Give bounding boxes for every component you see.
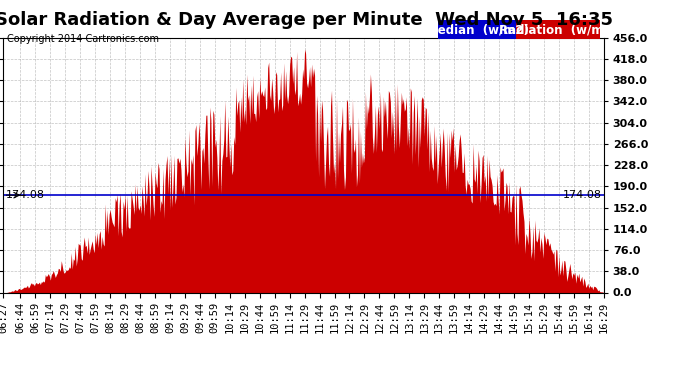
Bar <box>438 20 516 39</box>
Text: 174.08: 174.08 <box>563 190 602 200</box>
Bar <box>516 20 600 39</box>
Text: 174.08: 174.08 <box>6 190 44 200</box>
Text: Copyright 2014 Cartronics.com: Copyright 2014 Cartronics.com <box>7 34 159 44</box>
Text: Median  (w/m2): Median (w/m2) <box>426 23 529 36</box>
Text: Radiation  (w/m2): Radiation (w/m2) <box>499 23 617 36</box>
Text: Solar Radiation & Day Average per Minute  Wed Nov 5  16:35: Solar Radiation & Day Average per Minute… <box>0 11 613 29</box>
